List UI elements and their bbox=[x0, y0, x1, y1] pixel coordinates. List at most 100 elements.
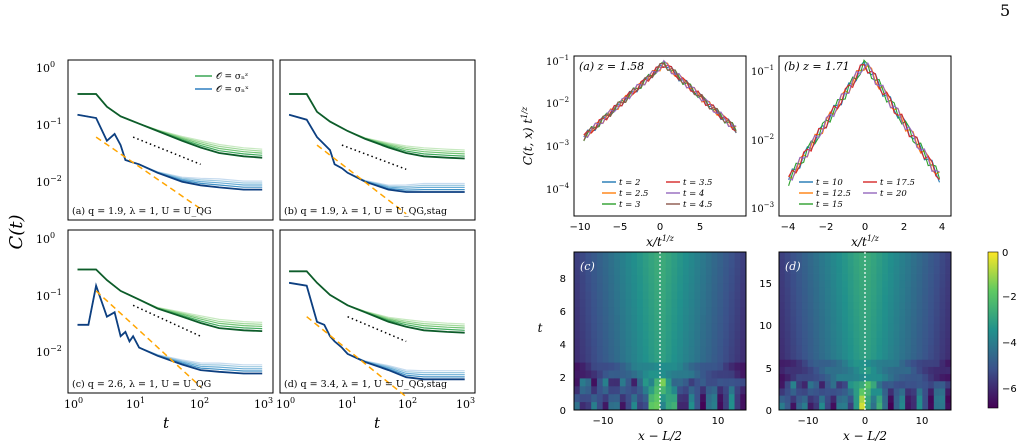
heat-cell bbox=[801, 280, 809, 289]
heat-cell bbox=[836, 259, 843, 267]
heat-cell bbox=[579, 299, 586, 308]
heat-cell bbox=[939, 374, 946, 382]
heat-cell bbox=[660, 283, 667, 292]
heat-cell bbox=[625, 402, 632, 411]
rd-ytick-1: 5 bbox=[766, 364, 772, 375]
heat-cell bbox=[779, 374, 786, 382]
heat-cell bbox=[922, 309, 929, 318]
heat-cell bbox=[688, 323, 695, 332]
heat-cell bbox=[619, 275, 626, 284]
heat-cell bbox=[614, 315, 621, 324]
heat-cell bbox=[905, 295, 912, 303]
heat-cell bbox=[694, 370, 701, 379]
heat-cell bbox=[608, 267, 615, 277]
heat-cell bbox=[916, 273, 923, 282]
heat-cell bbox=[717, 370, 724, 379]
heat-cell bbox=[933, 388, 940, 397]
heat-cell bbox=[682, 386, 690, 395]
ra-xtick-1: −5 bbox=[613, 222, 628, 233]
heat-cell bbox=[801, 295, 809, 303]
heat-cell bbox=[654, 252, 661, 261]
heat-cell bbox=[625, 283, 632, 292]
heat-cell bbox=[631, 315, 638, 324]
heat-cell bbox=[916, 323, 923, 332]
heat-cell bbox=[596, 386, 604, 395]
heat-cell bbox=[842, 381, 849, 389]
heat-cell bbox=[824, 366, 831, 375]
heat-cell bbox=[876, 302, 883, 310]
heat-cell bbox=[905, 381, 912, 389]
heat-cell bbox=[660, 370, 667, 379]
heat-cell bbox=[614, 402, 621, 411]
heat-cell bbox=[625, 291, 632, 300]
heat-cell bbox=[585, 259, 592, 269]
heat-cell bbox=[899, 345, 906, 353]
heat-cell bbox=[928, 402, 935, 411]
heat-cell bbox=[922, 345, 929, 353]
heat-cell bbox=[677, 315, 684, 324]
heat-cell bbox=[642, 275, 649, 284]
heat-cell bbox=[625, 346, 632, 356]
heat-cell bbox=[642, 346, 649, 356]
subplot-ra-frame bbox=[573, 55, 747, 217]
ra-xtick-2: 0 bbox=[657, 222, 663, 233]
heat-cell bbox=[660, 346, 667, 356]
heat-cell bbox=[585, 275, 592, 284]
heat-cell bbox=[711, 370, 718, 379]
heat-cell bbox=[723, 267, 730, 277]
subplot-rb-frame bbox=[778, 55, 952, 217]
heat-cell bbox=[602, 283, 609, 292]
heat-cell bbox=[836, 331, 843, 339]
heat-cell bbox=[796, 252, 803, 260]
heat-cell bbox=[579, 354, 586, 363]
heat-cell bbox=[801, 259, 809, 267]
heat-cell bbox=[631, 275, 638, 284]
heat-cell bbox=[945, 287, 952, 296]
heat-cell bbox=[711, 315, 718, 324]
ra-ytick-1: 10−2 bbox=[546, 96, 569, 110]
heat-cell bbox=[608, 252, 615, 261]
heat-cell bbox=[625, 315, 632, 324]
heat-cell bbox=[813, 259, 820, 267]
heat-cell bbox=[939, 381, 946, 389]
heat-cell bbox=[865, 388, 872, 397]
heat-cell bbox=[813, 266, 820, 274]
heat-cell bbox=[876, 359, 883, 368]
heat-cell bbox=[682, 267, 690, 277]
heat-cell bbox=[602, 354, 609, 363]
heat-cell bbox=[945, 280, 952, 289]
heat-cell bbox=[830, 259, 837, 267]
heat-cell bbox=[688, 378, 695, 387]
heat-cell bbox=[824, 388, 831, 397]
heat-cell bbox=[602, 362, 609, 371]
heat-cell bbox=[705, 402, 712, 411]
heat-cell bbox=[591, 275, 598, 284]
heat-cell bbox=[723, 323, 730, 332]
heat-cell bbox=[614, 291, 621, 300]
heat-cell bbox=[660, 315, 667, 324]
heat-cell bbox=[711, 331, 718, 340]
heat-cell bbox=[945, 252, 952, 260]
heat-cell bbox=[660, 275, 667, 284]
ytick-c-0: 100 bbox=[36, 231, 55, 246]
heat-cell bbox=[824, 295, 831, 303]
heat-cell bbox=[779, 280, 786, 289]
heat-cell bbox=[671, 291, 678, 300]
heat-cell bbox=[887, 374, 895, 382]
heat-cell bbox=[847, 280, 854, 289]
heat-cell bbox=[853, 287, 860, 296]
heat-cell bbox=[916, 402, 923, 411]
heat-cell bbox=[631, 394, 638, 403]
heat-cell bbox=[779, 395, 786, 404]
heat-cell bbox=[922, 395, 929, 404]
heat-cell bbox=[585, 346, 592, 356]
heat-cell bbox=[830, 338, 837, 346]
heat-cell bbox=[819, 316, 826, 325]
curve-1-1-2 bbox=[288, 114, 465, 189]
heat-cell bbox=[790, 374, 797, 382]
heat-cell bbox=[859, 345, 866, 353]
heat-cell bbox=[574, 402, 581, 411]
heat-cell bbox=[637, 323, 644, 332]
heat-cell bbox=[905, 402, 912, 411]
rc-xtick-1: 0 bbox=[657, 416, 663, 427]
